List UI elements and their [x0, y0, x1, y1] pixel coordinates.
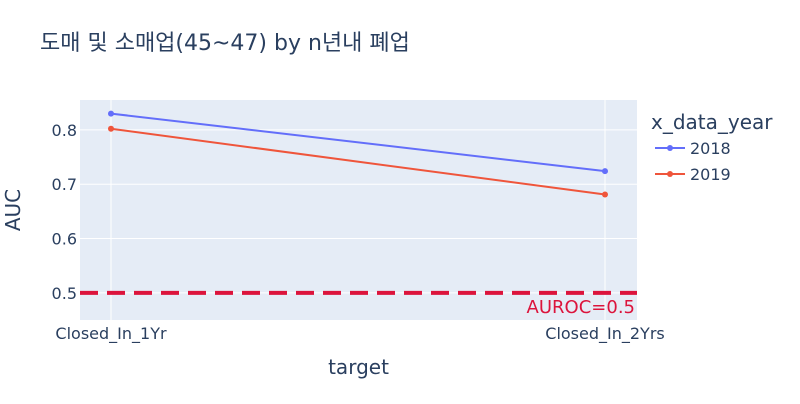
- x-tick-label: Closed_In_2Yrs: [545, 324, 664, 344]
- legend-marker-swatch: [667, 145, 673, 151]
- y-tick-label: 0.5: [52, 284, 77, 303]
- y-tick-label: 0.7: [52, 175, 77, 194]
- series-group: [108, 110, 608, 198]
- series-line: [110, 112, 606, 173]
- data-point: [108, 125, 114, 132]
- chart-title: 도매 및 소매업(45~47) by n년내 폐업: [40, 31, 410, 56]
- legend-label: 2018: [690, 139, 731, 158]
- series-line: [110, 127, 606, 196]
- data-point: [602, 191, 608, 198]
- y-tick-label: 0.6: [52, 230, 77, 249]
- x-axis-ticks: Closed_In_1Yr Closed_In_2Yrs: [55, 324, 664, 344]
- legend-label: 2019: [690, 165, 731, 184]
- series-2018: [108, 110, 608, 175]
- data-point: [602, 168, 608, 175]
- data-point: [108, 110, 114, 117]
- legend-item-2018[interactable]: 2018: [655, 139, 731, 158]
- y-axis-ticks: 0.5 0.6 0.7 0.8: [52, 121, 77, 303]
- legend-marker-swatch: [667, 171, 673, 177]
- x-axis-title: target: [328, 355, 389, 379]
- legend-item-2019[interactable]: 2019: [655, 165, 731, 184]
- reference-line-label: AUROC=0.5: [527, 297, 635, 318]
- x-tick-label: Closed_In_1Yr: [55, 324, 167, 344]
- legend: x_data_year 2018 2019: [651, 110, 773, 184]
- series-2019: [108, 125, 608, 198]
- y-axis-title: AUC: [1, 189, 25, 231]
- y-tick-label: 0.8: [52, 121, 77, 140]
- plot-area: [80, 100, 637, 320]
- legend-title: x_data_year: [651, 110, 773, 134]
